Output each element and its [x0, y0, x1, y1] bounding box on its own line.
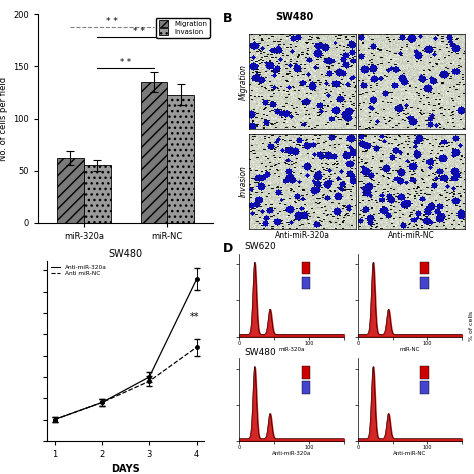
X-axis label: Anti-miR-NC: Anti-miR-NC [393, 451, 427, 456]
Text: Anti-miR-NC: Anti-miR-NC [388, 231, 435, 240]
Text: Invasion: Invasion [239, 165, 248, 197]
Text: SW620: SW620 [244, 242, 276, 251]
Text: * *: * * [120, 58, 131, 67]
Text: SW480: SW480 [275, 12, 313, 22]
Text: * *: * * [106, 17, 118, 26]
Bar [302, 262, 310, 274]
Bar [420, 277, 429, 289]
Text: D: D [223, 242, 233, 255]
Text: Anti-miR-320a: Anti-miR-320a [274, 231, 330, 240]
X-axis label: DAYS: DAYS [111, 465, 140, 474]
Legend: Migration, Invasion: Migration, Invasion [156, 18, 210, 37]
Text: B: B [223, 12, 232, 25]
Bar [141, 82, 167, 223]
X-axis label: Anti-miR-320a: Anti-miR-320a [272, 451, 311, 456]
Bar [302, 381, 310, 393]
Bar [420, 262, 429, 274]
Text: **: ** [190, 312, 199, 322]
Bar [302, 366, 310, 379]
Bar [420, 381, 429, 393]
Bar [167, 94, 194, 223]
Bar [84, 165, 110, 223]
Text: SW480: SW480 [244, 348, 276, 357]
Bar [420, 366, 429, 379]
Text: * *: * * [133, 27, 145, 36]
Legend: Anti-miR-320a, Anti miR-NC: Anti-miR-320a, Anti miR-NC [49, 263, 109, 278]
Text: % of cells: % of cells [469, 311, 474, 341]
Bar [57, 158, 84, 223]
Title: SW480: SW480 [109, 248, 143, 258]
X-axis label: miR-NC: miR-NC [400, 347, 420, 352]
Y-axis label: No. of cells per field: No. of cells per field [0, 76, 8, 161]
Text: Migration: Migration [239, 64, 248, 100]
X-axis label: miR-320a: miR-320a [278, 347, 305, 352]
Bar [302, 277, 310, 289]
